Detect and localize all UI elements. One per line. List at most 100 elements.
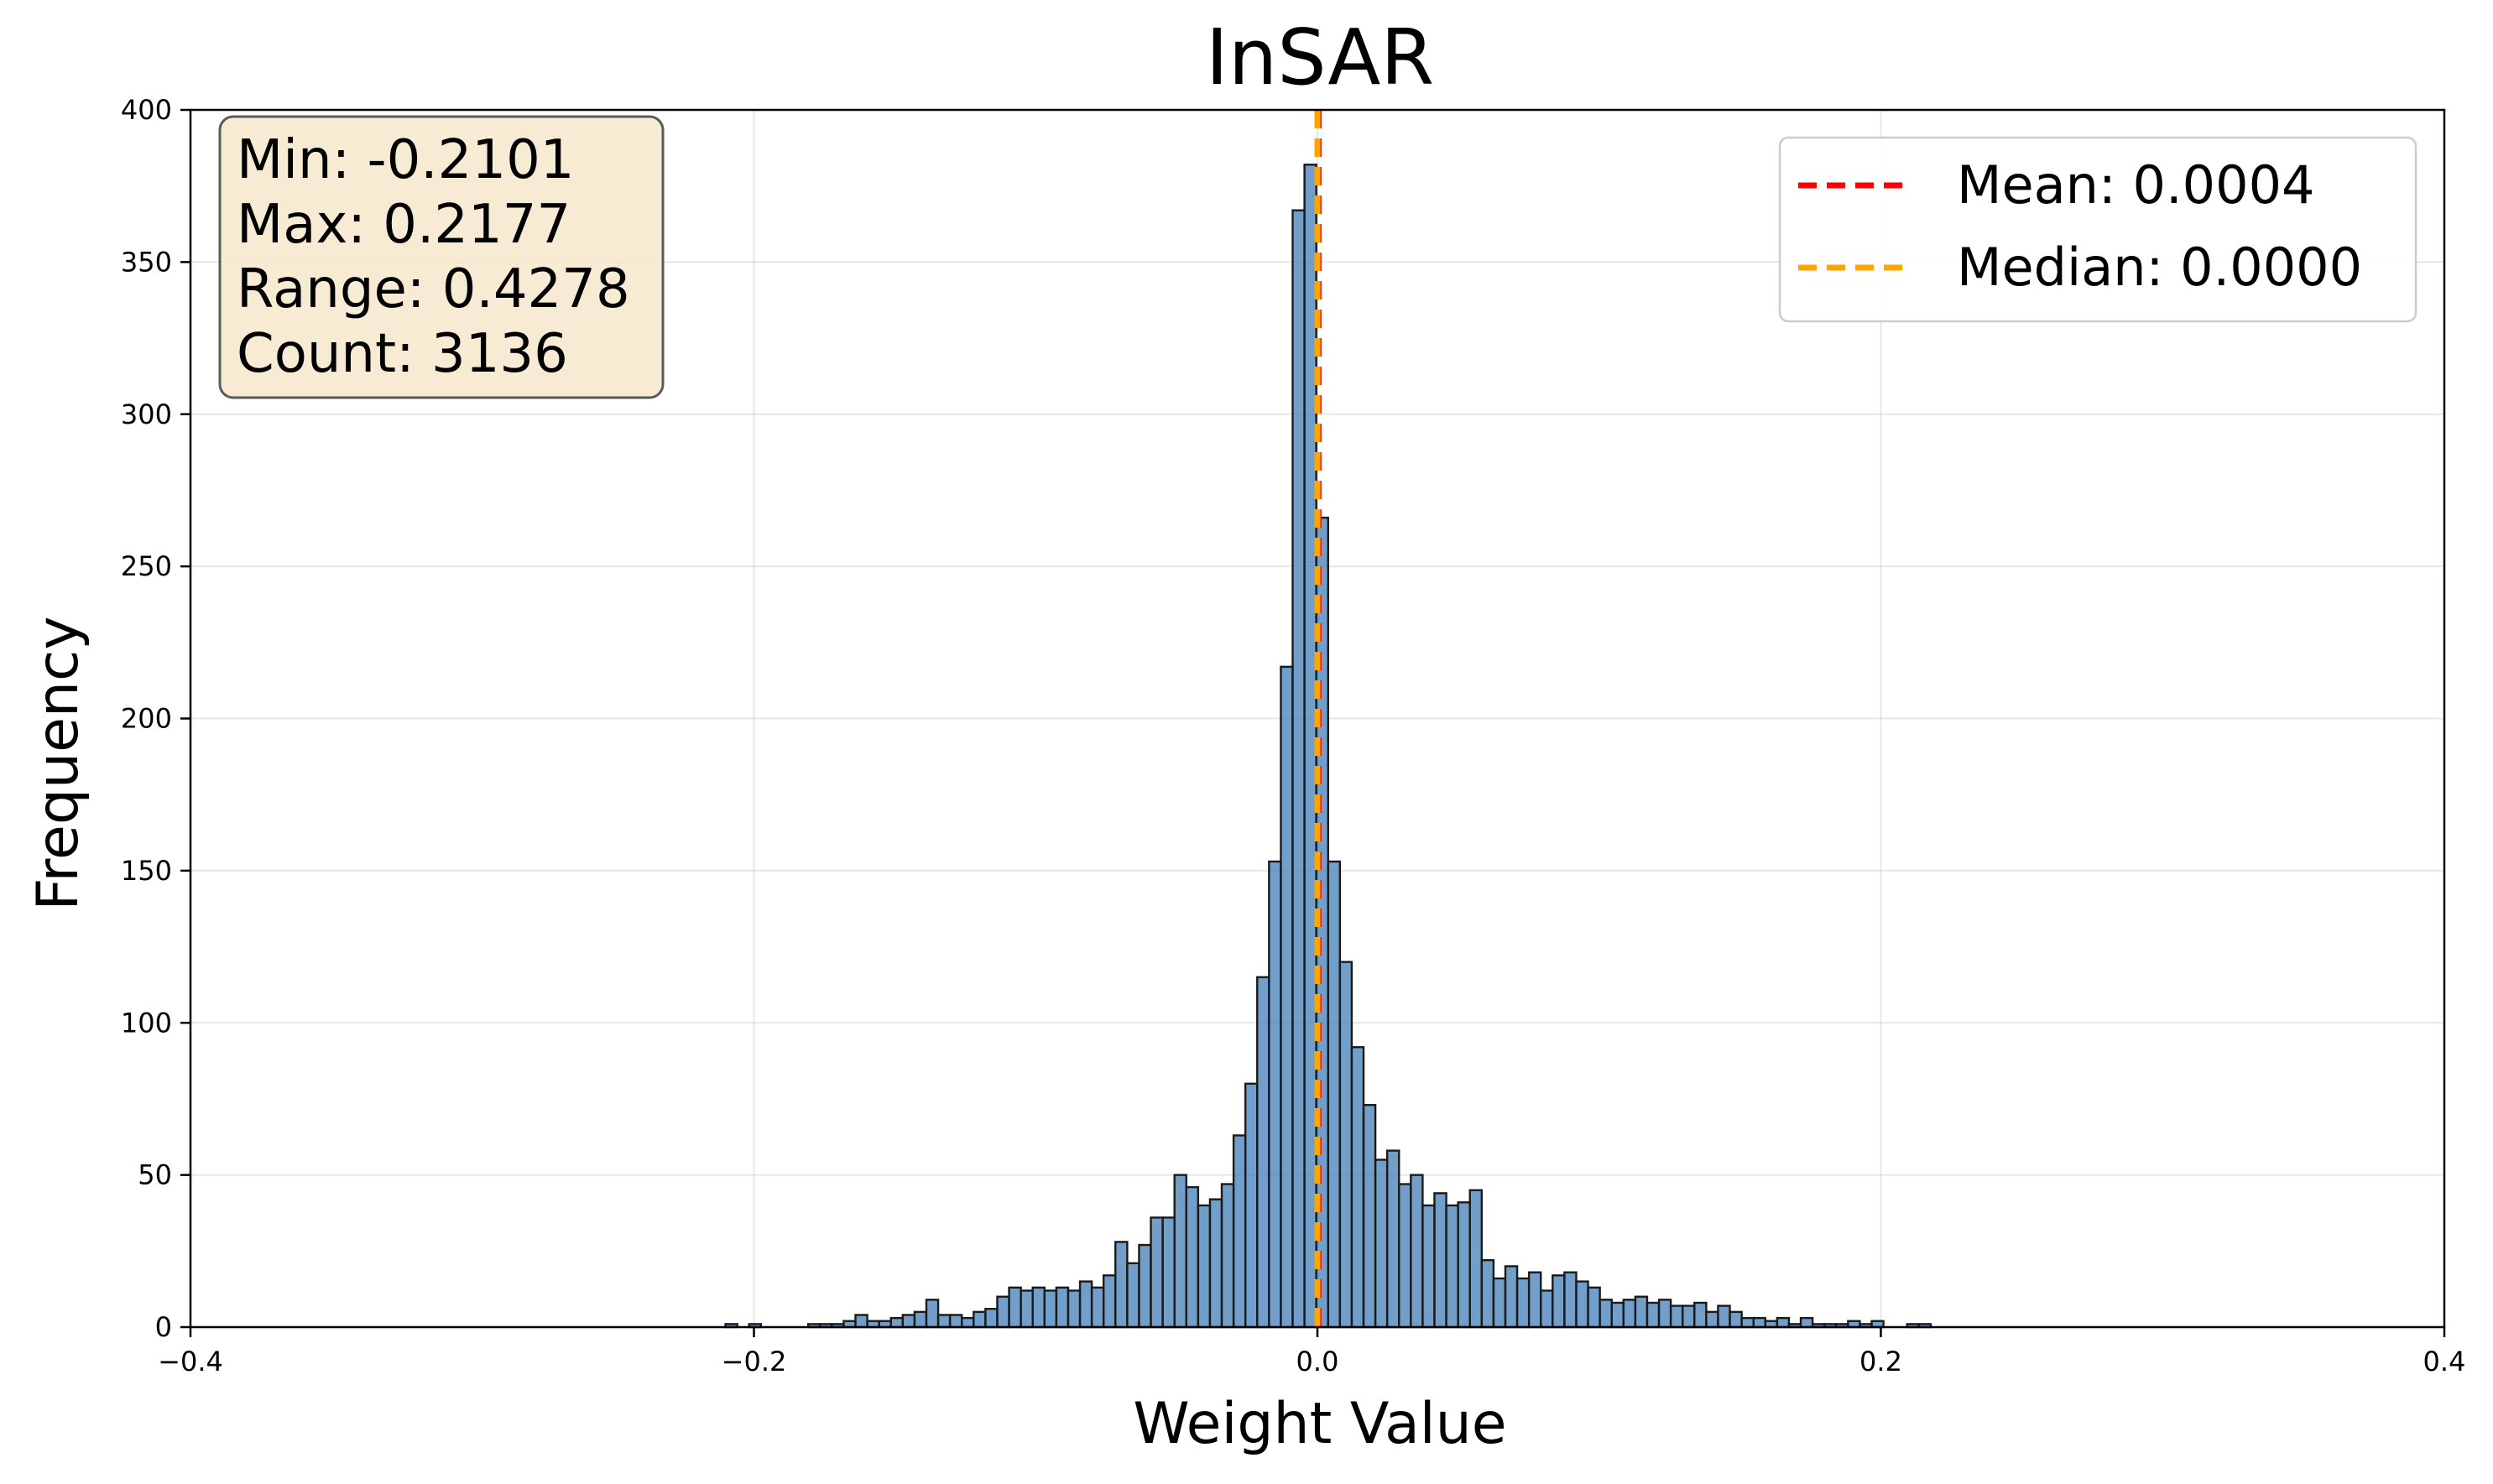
histogram-bar-18 bbox=[936, 1314, 952, 1329]
histogram-bar-31 bbox=[1090, 1286, 1105, 1329]
reference-lines bbox=[1314, 110, 1322, 1327]
stats-box-background bbox=[218, 115, 665, 399]
y-tick-label-7: 350 bbox=[121, 246, 172, 278]
histogram-bar-24 bbox=[1008, 1286, 1022, 1329]
histogram-bar-72 bbox=[1575, 1280, 1589, 1329]
histogram-bar-29 bbox=[1067, 1289, 1082, 1329]
histogram-bar-64 bbox=[1480, 1258, 1495, 1329]
histogram-bar-76 bbox=[1622, 1299, 1637, 1329]
histogram-bar-73 bbox=[1587, 1286, 1601, 1329]
histogram-bar-86 bbox=[1740, 1316, 1755, 1329]
histogram-bar-22 bbox=[984, 1308, 999, 1329]
histogram-bar-77 bbox=[1634, 1295, 1649, 1329]
histogram-bar-89 bbox=[1776, 1316, 1791, 1329]
histogram-bar-32 bbox=[1103, 1274, 1117, 1329]
histogram-bar-51 bbox=[1327, 860, 1342, 1329]
histogram-bar-20 bbox=[961, 1316, 975, 1329]
histogram-bar-83 bbox=[1705, 1310, 1719, 1329]
histogram-bar-26 bbox=[1031, 1286, 1046, 1329]
x-axis-label: Weight Value bbox=[1133, 1391, 1506, 1457]
histogram-bar-15 bbox=[901, 1314, 916, 1329]
histogram-bar-82 bbox=[1693, 1301, 1708, 1329]
histogram-bar-91 bbox=[1799, 1316, 1814, 1329]
histogram-bar-75 bbox=[1610, 1301, 1625, 1329]
histogram-bar-60 bbox=[1433, 1192, 1447, 1329]
legend: Mean: 0.0004 Median: 0.0000 bbox=[1778, 136, 2417, 323]
histogram-bar-57 bbox=[1398, 1183, 1412, 1329]
y-tick-label-1: 50 bbox=[138, 1159, 172, 1191]
y-tick-label-5: 250 bbox=[121, 550, 172, 582]
x-tick-label-3: 0.2 bbox=[1859, 1346, 1902, 1377]
histogram-bar-70 bbox=[1552, 1274, 1566, 1329]
histogram-bar-84 bbox=[1717, 1304, 1731, 1329]
histogram-bar-37 bbox=[1161, 1216, 1176, 1329]
y-tick-label-4: 200 bbox=[121, 703, 172, 735]
stats-min: Min: -0.2101 bbox=[237, 129, 575, 191]
histogram-bar-54 bbox=[1362, 1103, 1377, 1329]
histogram-bar-69 bbox=[1540, 1289, 1554, 1329]
histogram-bar-45 bbox=[1256, 976, 1270, 1329]
histogram-bar-23 bbox=[996, 1295, 1010, 1329]
chart-title: InSAR bbox=[1206, 13, 1434, 102]
histogram-bar-65 bbox=[1492, 1277, 1507, 1329]
legend-label-median: Median: 0.0000 bbox=[1957, 237, 2362, 298]
histogram-bar-85 bbox=[1729, 1310, 1743, 1329]
histogram-bar-67 bbox=[1515, 1277, 1531, 1329]
x-tick-label-2: 0.0 bbox=[1296, 1346, 1339, 1377]
histogram-bar-62 bbox=[1457, 1201, 1471, 1329]
histogram-bar-25 bbox=[1020, 1289, 1034, 1329]
histogram-bar-56 bbox=[1385, 1149, 1400, 1329]
histogram-bar-16 bbox=[913, 1310, 928, 1329]
stats-range: Range: 0.4278 bbox=[237, 258, 630, 320]
legend-label-mean: Mean: 0.0004 bbox=[1957, 154, 2314, 216]
histogram-bar-39 bbox=[1185, 1185, 1200, 1329]
stats-count: Count: 3136 bbox=[237, 323, 568, 385]
histogram-bar-43 bbox=[1232, 1134, 1247, 1329]
histogram-bar-14 bbox=[889, 1316, 905, 1329]
stats-max: Max: 0.2177 bbox=[237, 194, 571, 256]
histogram-bar-19 bbox=[948, 1314, 963, 1329]
histogram-bar-34 bbox=[1126, 1262, 1140, 1329]
legend-frame bbox=[1778, 136, 2417, 323]
histogram-bar-81 bbox=[1682, 1304, 1696, 1329]
histogram-bar-48 bbox=[1291, 209, 1306, 1329]
histogram-bar-44 bbox=[1244, 1082, 1259, 1329]
histogram-bar-79 bbox=[1657, 1299, 1672, 1329]
histogram-bar-68 bbox=[1527, 1271, 1542, 1329]
histogram-bar-53 bbox=[1350, 1046, 1365, 1329]
histogram-bar-74 bbox=[1599, 1299, 1613, 1329]
histogram-bar-80 bbox=[1669, 1304, 1684, 1329]
histogram-bar-42 bbox=[1220, 1183, 1235, 1329]
histogram-bar-63 bbox=[1468, 1189, 1484, 1329]
y-tick-label-3: 150 bbox=[121, 855, 172, 887]
histogram-bar-36 bbox=[1150, 1216, 1164, 1329]
histogram-bar-58 bbox=[1410, 1174, 1424, 1329]
x-tick-label-0: −0.4 bbox=[158, 1346, 223, 1377]
axis-ticks: −0.4 −0.2 0.0 0.2 0.4 0 50 100 150 200 250 300 350 40… bbox=[121, 94, 2466, 1377]
histogram-bar-40 bbox=[1197, 1204, 1212, 1329]
x-tick-label-1: −0.2 bbox=[722, 1346, 787, 1377]
y-tick-label-0: 0 bbox=[155, 1311, 172, 1343]
histogram-bar-21 bbox=[973, 1310, 987, 1329]
y-axis-label: Frequency bbox=[25, 616, 91, 910]
y-tick-label-6: 300 bbox=[121, 398, 172, 430]
histogram-bar-71 bbox=[1563, 1271, 1578, 1329]
histogram-bar-46 bbox=[1268, 860, 1282, 1329]
histogram-bar-27 bbox=[1043, 1289, 1058, 1329]
y-tick-label-2: 100 bbox=[121, 1007, 172, 1039]
histogram-bar-35 bbox=[1138, 1243, 1152, 1329]
histogram-bar-33 bbox=[1114, 1241, 1129, 1329]
histogram-bar-17 bbox=[925, 1299, 940, 1329]
histogram-bar-11 bbox=[854, 1314, 868, 1329]
histogram-bar-87 bbox=[1752, 1316, 1766, 1329]
histogram-bar-30 bbox=[1078, 1280, 1093, 1329]
histogram-bar-61 bbox=[1445, 1204, 1459, 1329]
histogram-bar-66 bbox=[1504, 1265, 1519, 1329]
histogram-bar-28 bbox=[1055, 1286, 1070, 1329]
stats-box: Min: -0.2101 Max: 0.2177 Range: 0.4278 C… bbox=[218, 115, 665, 399]
histogram-bar-41 bbox=[1208, 1198, 1223, 1329]
y-tick-label-8: 400 bbox=[121, 94, 172, 126]
histogram-bar-59 bbox=[1421, 1204, 1436, 1329]
histogram-bar-52 bbox=[1338, 961, 1353, 1329]
